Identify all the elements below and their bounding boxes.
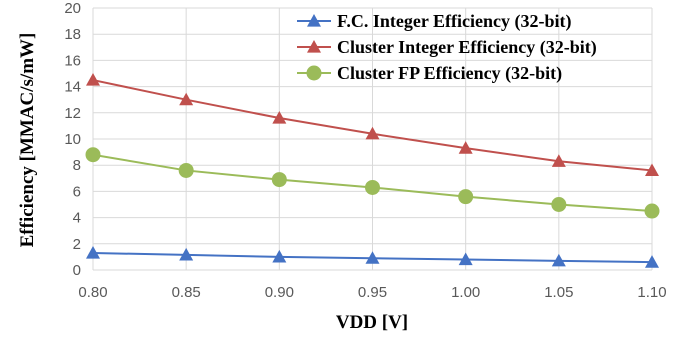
legend: F.C. Integer Efficiency (32-bit) Cluster … xyxy=(297,11,597,84)
data-point xyxy=(179,92,194,106)
series-3 xyxy=(85,147,660,219)
data-point xyxy=(86,73,100,86)
legend-marker xyxy=(306,65,322,81)
data-point xyxy=(458,252,473,266)
y-tick-label: 4 xyxy=(73,210,81,227)
y-tick-labels: 0 2 4 6 8 10 12 14 16 18 20 xyxy=(64,0,81,279)
y-tick-label: 14 xyxy=(64,79,81,96)
y-tick-label: 18 xyxy=(64,26,81,43)
series-2 xyxy=(86,73,659,177)
data-point xyxy=(179,247,194,261)
y-tick-label: 6 xyxy=(73,183,81,200)
x-tick-label: 0.95 xyxy=(358,284,387,301)
y-tick-label: 8 xyxy=(73,157,81,174)
x-axis-title: VDD [V] xyxy=(336,312,408,333)
x-tick-label: 0.80 xyxy=(78,284,107,301)
data-point xyxy=(272,111,287,124)
data-point xyxy=(365,179,380,195)
data-point xyxy=(458,189,474,205)
x-tick-label: 0.85 xyxy=(172,284,201,301)
legend-entry: Cluster FP Efficiency (32-bit) xyxy=(297,63,562,84)
y-tick-label: 16 xyxy=(64,52,81,69)
legend-marker xyxy=(307,40,321,53)
data-point xyxy=(365,251,380,264)
data-point xyxy=(551,253,566,267)
data-point xyxy=(645,163,659,177)
series-1 xyxy=(86,245,659,268)
data-point xyxy=(644,203,660,219)
y-axis-title: Efficiency [MMAC/s/mW] xyxy=(17,33,38,248)
data-point xyxy=(86,245,100,259)
legend-label: F.C. Integer Efficiency (32-bit) xyxy=(337,11,571,32)
x-tick-label: 1.10 xyxy=(637,284,666,301)
data-point xyxy=(271,172,287,188)
y-tick-label: 10 xyxy=(64,131,81,148)
x-tick-labels: 0.80 0.85 0.90 0.95 1.00 1.05 1.10 xyxy=(78,284,666,301)
x-tick-label: 0.90 xyxy=(265,284,294,301)
legend-label: Cluster Integer Efficiency (32-bit) xyxy=(337,37,597,58)
data-point xyxy=(645,255,659,268)
y-tick-label: 20 xyxy=(64,0,81,17)
data-point xyxy=(551,154,566,167)
legend-entry: Cluster Integer Efficiency (32-bit) xyxy=(297,37,597,58)
data-point xyxy=(458,141,473,154)
y-tick-label: 12 xyxy=(64,105,81,122)
legend-label: Cluster FP Efficiency (32-bit) xyxy=(337,63,562,84)
data-point xyxy=(551,197,567,212)
x-tick-label: 1.05 xyxy=(544,284,573,301)
y-tick-label: 0 xyxy=(73,262,81,279)
data-point xyxy=(272,249,287,263)
data-point xyxy=(365,126,380,140)
data-point xyxy=(85,147,101,163)
data-point xyxy=(178,162,194,178)
series-layer xyxy=(85,73,660,268)
x-tick-label: 1.00 xyxy=(451,284,480,301)
legend-marker xyxy=(307,14,321,27)
y-tick-label: 2 xyxy=(73,236,81,253)
legend-entry: F.C. Integer Efficiency (32-bit) xyxy=(297,11,571,32)
